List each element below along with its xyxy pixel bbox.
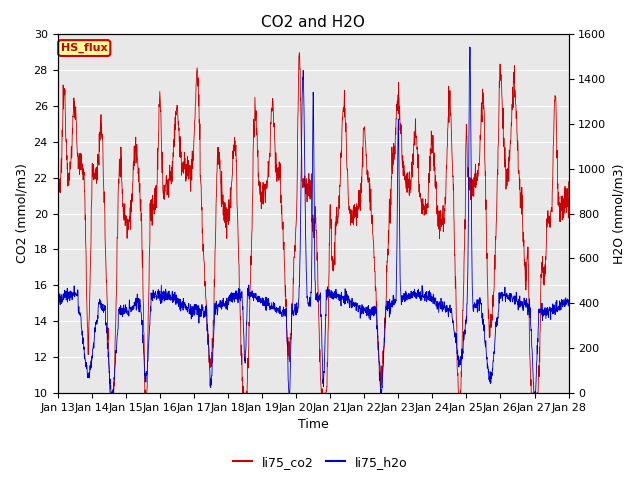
- Title: CO2 and H2O: CO2 and H2O: [261, 15, 365, 30]
- Text: HS_flux: HS_flux: [61, 43, 108, 53]
- Y-axis label: H2O (mmol/m3): H2O (mmol/m3): [612, 163, 625, 264]
- Y-axis label: CO2 (mmol/m3): CO2 (mmol/m3): [15, 164, 28, 264]
- X-axis label: Time: Time: [298, 419, 328, 432]
- Legend: li75_co2, li75_h2o: li75_co2, li75_h2o: [228, 451, 412, 474]
